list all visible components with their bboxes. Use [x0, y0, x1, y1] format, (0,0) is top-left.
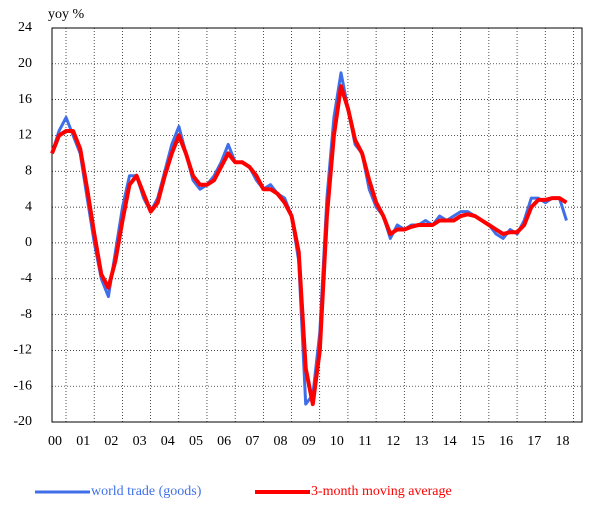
x-tick-label: 10 [330, 434, 344, 449]
x-tick-label: 04 [161, 434, 175, 449]
x-tick-label: 17 [527, 434, 541, 449]
x-tick-label: 14 [443, 434, 457, 449]
y-tick-label: 0 [25, 235, 32, 250]
y-tick-label: 24 [18, 20, 32, 35]
x-tick-label: 11 [358, 434, 371, 449]
x-tick-label: 00 [48, 434, 62, 449]
x-tick-label: 16 [499, 434, 513, 449]
y-tick-label: -4 [20, 271, 32, 286]
x-tick-label: 03 [133, 434, 147, 449]
y-tick-label: -12 [13, 343, 32, 358]
x-tick-label: 08 [274, 434, 288, 449]
plot-frame [51, 27, 583, 423]
series-line [50, 84, 568, 407]
x-tick-label: 01 [76, 434, 90, 449]
y-tick-label: 8 [25, 163, 32, 178]
legend-label: 3-month moving average [311, 484, 452, 499]
y-tick-label: 12 [18, 128, 32, 143]
series-line [50, 71, 568, 406]
x-tick-label: 06 [217, 434, 231, 449]
y-tick-label: 4 [25, 199, 32, 214]
x-tick-label: 07 [245, 434, 259, 449]
x-tick-label: 05 [189, 434, 203, 449]
y-tick-label: -16 [13, 378, 32, 393]
y-tick-label: -8 [20, 307, 32, 322]
x-tick-label: 18 [555, 434, 569, 449]
y-tick-label: -20 [13, 414, 32, 429]
x-tick-label: 09 [302, 434, 316, 449]
x-tick-label: 13 [414, 434, 428, 449]
x-tick-label: 12 [386, 434, 400, 449]
y-tick-label: 16 [18, 92, 32, 107]
x-tick-label: 15 [471, 434, 485, 449]
y-tick-label: 20 [18, 56, 32, 71]
x-tick-label: 02 [104, 434, 118, 449]
y-axis-label: yoy % [48, 7, 85, 22]
legend-label: world trade (goods) [91, 484, 202, 499]
